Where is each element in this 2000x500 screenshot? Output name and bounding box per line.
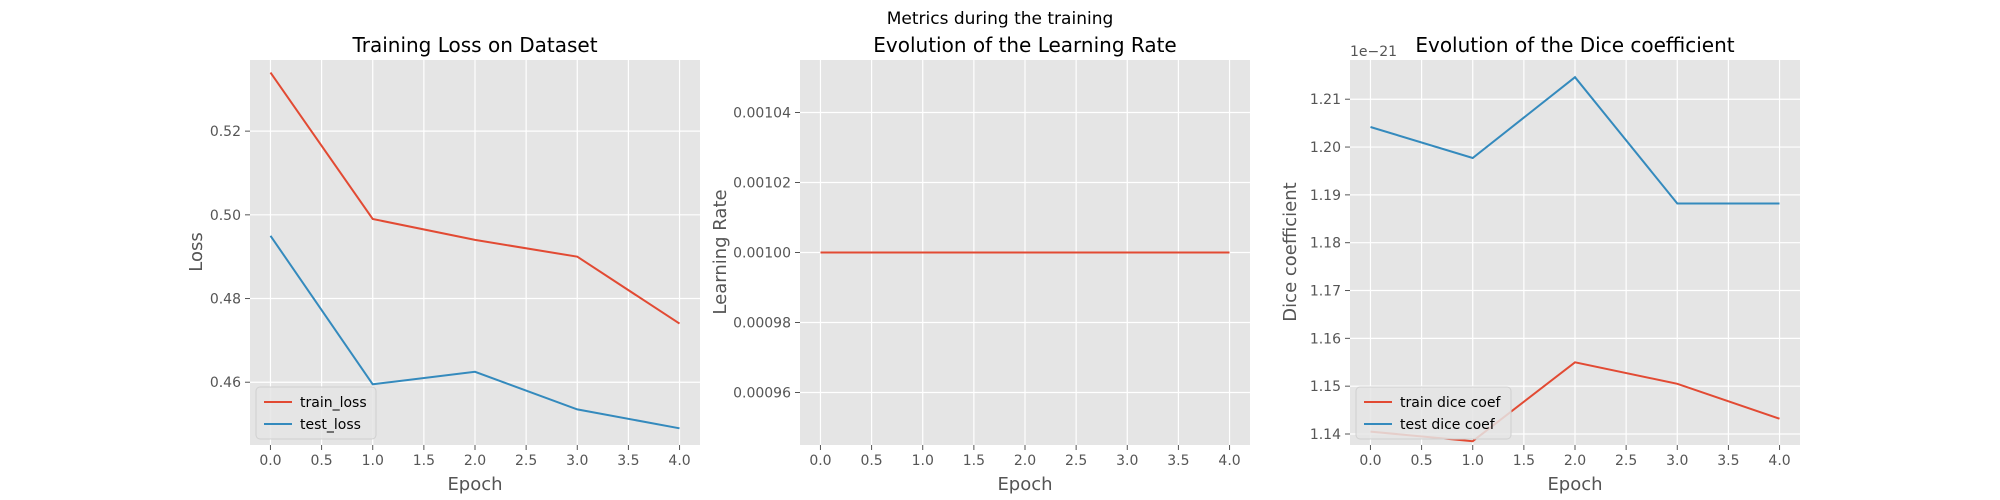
ticks: 0.0 0.5 1.0 1.5 2.0 2.5 3.0 3.5 4.0 0.00096 0.0009… [733, 106, 1241, 470]
chart-title: Training Loss on Dataset [351, 33, 597, 57]
x-tick-label: 3.5 [1717, 453, 1739, 469]
y-tick-label: 1.17 [1310, 284, 1341, 300]
legend-box [255, 386, 377, 440]
x-tick-label: 0.0 [1359, 453, 1381, 469]
x-axis-label: Epoch [447, 474, 502, 495]
chart-title: Evolution of the Learning Rate [873, 33, 1176, 57]
loss-chart: 0.0 0.5 1.0 1.5 2.0 2.5 3.0 3.5 4.0 0.46 0.48 0.50 0… [186, 33, 700, 495]
y-tick-label: 0.48 [210, 292, 241, 308]
series-line-test-loss [269, 235, 680, 430]
learning-rate-chart: 0.0 0.5 1.0 1.5 2.0 2.5 3.0 3.5 4.0 0.00096 0.0009… [710, 33, 1250, 495]
ticks: 0.0 0.5 1.0 1.5 2.0 2.5 3.0 3.5 4.0 1.14 1.15 1.16 1… [1310, 92, 1791, 469]
legend-label: train dice coef [1400, 395, 1501, 411]
x-tick-label: 2.5 [515, 453, 537, 469]
y-tick-label: 1.20 [1310, 140, 1341, 156]
y-tick-label: 0.00098 [733, 316, 791, 332]
legend: train_loss test_loss [255, 386, 377, 440]
x-tick-label: 1.5 [963, 453, 985, 469]
x-tick-label: 0.5 [310, 453, 332, 469]
x-tick-label: 3.0 [1116, 453, 1138, 469]
grid [1350, 60, 1800, 445]
x-tick-label: 1.5 [1513, 453, 1535, 469]
x-tick-label: 0.0 [259, 453, 281, 469]
y-tick-label: 1.16 [1310, 331, 1341, 347]
x-tick-label: 4.0 [668, 453, 690, 469]
y-tick-label: 0.46 [210, 375, 241, 391]
y-tick-label: 1.15 [1310, 379, 1341, 395]
y-tick-label: 1.14 [1310, 427, 1341, 443]
y-axis-label: Learning Rate [710, 189, 731, 314]
x-axis-label: Epoch [1547, 474, 1602, 495]
y-tick-label: 0.00096 [733, 386, 791, 402]
y-axis-label: Loss [186, 232, 207, 271]
x-tick-label: 2.5 [1615, 453, 1637, 469]
series-line-test-dice-coef [1370, 75, 1780, 205]
x-tick-label: 1.0 [362, 453, 384, 469]
x-tick-label: 4.0 [1768, 453, 1790, 469]
x-tick-label: 0.5 [1410, 453, 1432, 469]
y-tick-label: 0.00102 [733, 176, 791, 192]
figure-title: Metrics during the training [887, 9, 1114, 29]
legend-label: test dice coef [1400, 417, 1496, 433]
x-tick-label: 3.5 [1167, 453, 1189, 469]
y-tick-label: 0.00104 [733, 106, 791, 122]
grid [250, 60, 700, 445]
x-axis-label: Epoch [997, 474, 1052, 495]
legend-label: train_loss [300, 395, 367, 411]
y-tick-label: 0.52 [210, 124, 241, 140]
x-tick-label: 1.0 [912, 453, 934, 469]
chart-title: Evolution of the Dice coefficient [1415, 33, 1734, 57]
y-tick-label: 0.00100 [733, 246, 791, 262]
y-tick-label: 1.18 [1310, 236, 1341, 252]
x-tick-label: 4.0 [1218, 453, 1240, 469]
y-offset-label: 1e−21 [1350, 44, 1397, 60]
x-tick-label: 2.0 [464, 453, 486, 469]
dice-coefficient-chart: 0.0 0.5 1.0 1.5 2.0 2.5 3.0 3.5 4.0 1.14 1.15 1.16 1… [1280, 33, 1800, 495]
y-tick-label: 1.19 [1310, 188, 1341, 204]
x-tick-label: 2.5 [1065, 453, 1087, 469]
x-tick-label: 1.0 [1462, 453, 1484, 469]
x-tick-label: 3.5 [617, 453, 639, 469]
legend-label: test_loss [300, 417, 361, 433]
series-group [269, 72, 681, 430]
ticks: 0.0 0.5 1.0 1.5 2.0 2.5 3.0 3.5 4.0 0.46 0.48 0.50 0… [210, 124, 691, 469]
x-tick-label: 3.0 [566, 453, 588, 469]
x-tick-label: 0.5 [860, 453, 882, 469]
y-tick-label: 1.21 [1310, 92, 1341, 108]
y-axis-label: Dice coefficient [1280, 182, 1301, 321]
x-tick-label: 1.5 [413, 453, 435, 469]
legend: train dice coef test dice coef [1355, 386, 1512, 440]
x-tick-label: 3.0 [1666, 453, 1688, 469]
x-tick-label: 2.0 [1564, 453, 1586, 469]
series-line-train-loss [269, 72, 681, 325]
legend-box [1355, 386, 1512, 440]
x-tick-label: 2.0 [1014, 453, 1036, 469]
y-tick-label: 0.50 [210, 208, 241, 224]
x-tick-label: 0.0 [809, 453, 831, 469]
